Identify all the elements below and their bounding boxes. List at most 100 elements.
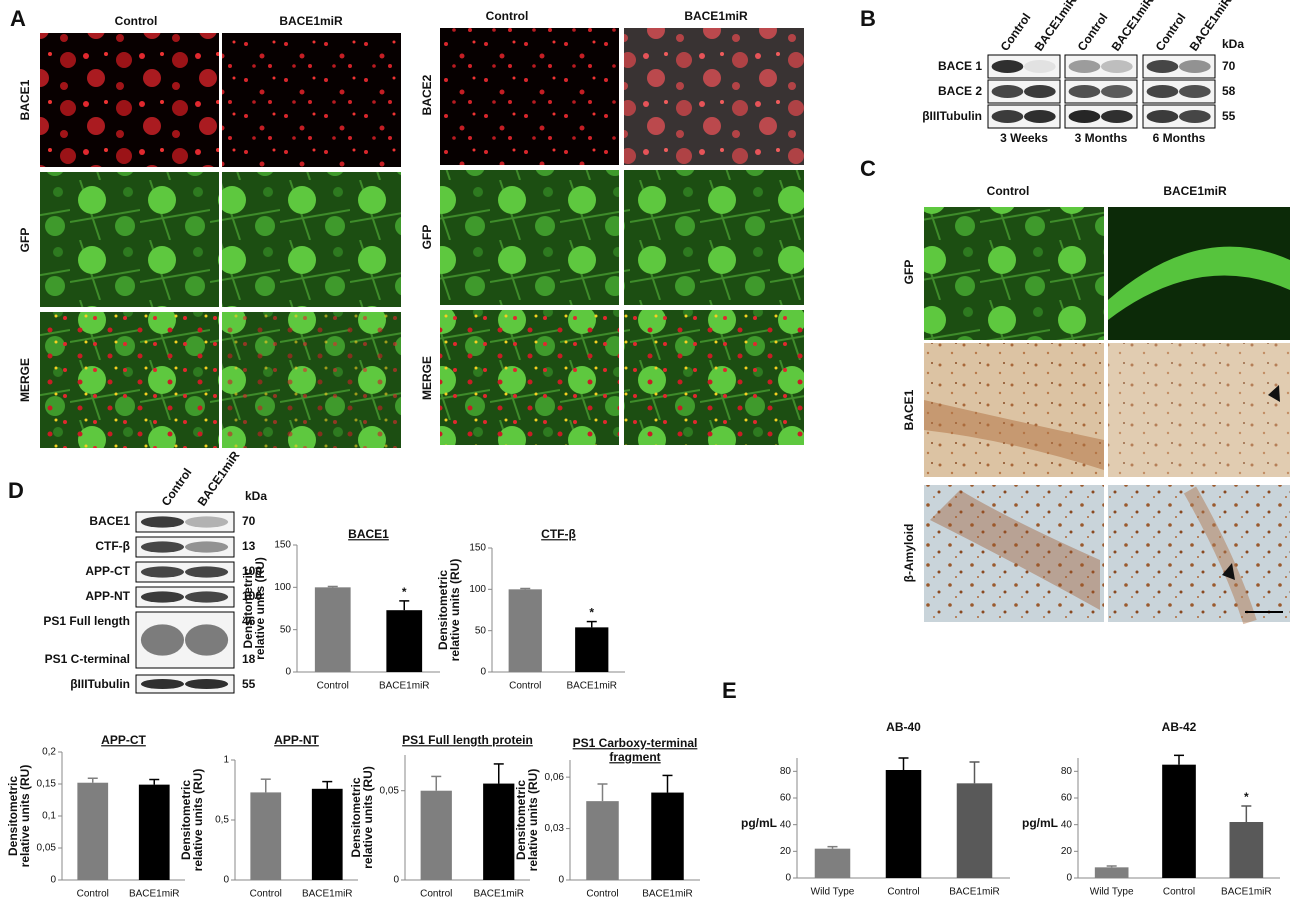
y-tick-label: 1 <box>223 755 229 766</box>
y-tick-label: 80 <box>1061 766 1073 777</box>
kda-value: 58 <box>1222 84 1236 98</box>
row-label: BACE1 <box>18 79 32 120</box>
row-label: β-Amyloid <box>902 524 916 583</box>
column-label: BACE1miR <box>279 14 343 28</box>
column-label: Control <box>987 184 1030 198</box>
x-tick-label: Control <box>509 681 541 692</box>
y-tick-label: 0,06 <box>545 772 565 783</box>
x-tick-label: BACE1miR <box>302 889 353 900</box>
micrograph <box>924 485 1104 622</box>
row-label: APP-NT <box>85 589 130 603</box>
y-tick-label: 0 <box>285 667 291 678</box>
blot-band <box>1101 110 1133 123</box>
micrograph <box>222 33 401 167</box>
panel-label: C <box>860 156 876 181</box>
bar <box>483 783 515 880</box>
lane-label: Control <box>159 466 195 509</box>
bar <box>814 848 851 878</box>
y-tick-label: 20 <box>1061 846 1073 857</box>
y-tick-label: 0 <box>223 875 229 886</box>
row-label: BACE 1 <box>938 59 982 73</box>
row-label: APP-CT <box>85 564 130 578</box>
y-axis-label: relative units (RU) <box>361 766 375 869</box>
row-label: MERGE <box>420 356 434 400</box>
micrograph-band <box>1108 246 1290 320</box>
y-tick-label: 150 <box>469 543 486 554</box>
x-tick-label: BACE1miR <box>566 681 617 692</box>
lane-label: BACE1miR <box>195 448 243 508</box>
blot-band <box>991 85 1024 98</box>
blot-band <box>185 566 229 578</box>
blot-band <box>1023 60 1056 73</box>
blot-band <box>185 516 229 528</box>
micrograph <box>624 28 804 165</box>
x-tick-label: BACE1miR <box>1221 887 1272 898</box>
y-tick-label: 0 <box>480 667 486 678</box>
micrograph-overlay <box>222 312 401 448</box>
bar <box>586 801 619 880</box>
kda-value: 46 <box>242 614 256 628</box>
row-label: GFP <box>18 228 32 253</box>
y-tick-label: 60 <box>1061 793 1073 804</box>
y-tick-label: 50 <box>280 624 292 635</box>
blot-band <box>140 591 185 603</box>
bar <box>575 627 609 672</box>
blot-band <box>140 541 185 553</box>
x-tick-label: BACE1miR <box>642 889 693 900</box>
row-label: βIIITubulin <box>70 677 130 691</box>
bar <box>1162 764 1196 878</box>
y-tick-label: 0,1 <box>42 811 56 822</box>
row-label: BACE1 <box>89 514 130 528</box>
y-axis-label: relative units (RU) <box>526 769 540 872</box>
row-label: BACE 2 <box>938 84 982 98</box>
blot-band <box>991 110 1024 123</box>
y-tick-label: 0,05 <box>37 843 57 854</box>
blot-band <box>185 624 229 656</box>
x-tick-label: Control <box>420 889 452 900</box>
y-tick-label: 0 <box>50 875 56 886</box>
blot-band <box>1146 110 1179 123</box>
blot-band <box>1146 85 1179 98</box>
kda-value: 100 <box>242 589 262 603</box>
x-tick-label: Wild Type <box>811 887 855 898</box>
row-label: BACE2 <box>420 74 434 115</box>
x-tick-label: Control <box>250 889 282 900</box>
chart-title: AB-42 <box>1162 720 1197 734</box>
x-tick-label: BACE1miR <box>949 887 1000 898</box>
micrograph-band <box>924 400 1104 470</box>
y-tick-label: 0,2 <box>42 747 56 758</box>
y-axis-label: relative units (RU) <box>18 765 32 868</box>
bar <box>885 770 922 878</box>
y-tick-label: 0 <box>1066 873 1072 884</box>
y-axis-label: relative units (RU) <box>448 559 462 662</box>
y-axis-label: Densitometric <box>241 568 255 648</box>
y-axis-label: Densitometric <box>6 776 20 856</box>
blot-band <box>1179 110 1211 123</box>
chart-title: AB-40 <box>886 720 921 734</box>
panel-label: B <box>860 6 876 31</box>
x-tick-label: BACE1miR <box>473 889 524 900</box>
micrograph <box>440 28 619 165</box>
row-label: CTF-β <box>95 539 130 553</box>
lane-label: BACE1miR <box>1109 0 1157 54</box>
bar <box>138 784 170 880</box>
time-label: 3 Months <box>1075 131 1128 145</box>
x-tick-label: Control <box>77 889 109 900</box>
blot-band <box>1023 85 1056 98</box>
micrograph-overlay <box>40 312 219 448</box>
bar <box>420 790 452 880</box>
bar <box>386 610 423 672</box>
time-label: 3 Weeks <box>1000 131 1048 145</box>
blot-band <box>185 678 229 690</box>
micrograph <box>40 172 219 307</box>
y-axis-label: Densitometric <box>436 570 450 650</box>
chart-title: PS1 Carboxy-terminal <box>573 736 698 750</box>
y-axis-label: relative units (RU) <box>191 769 205 872</box>
bar <box>508 589 542 672</box>
bar <box>77 782 109 880</box>
y-tick-label: 0 <box>393 875 399 886</box>
blot-band <box>140 678 185 690</box>
column-label: Control <box>115 14 158 28</box>
